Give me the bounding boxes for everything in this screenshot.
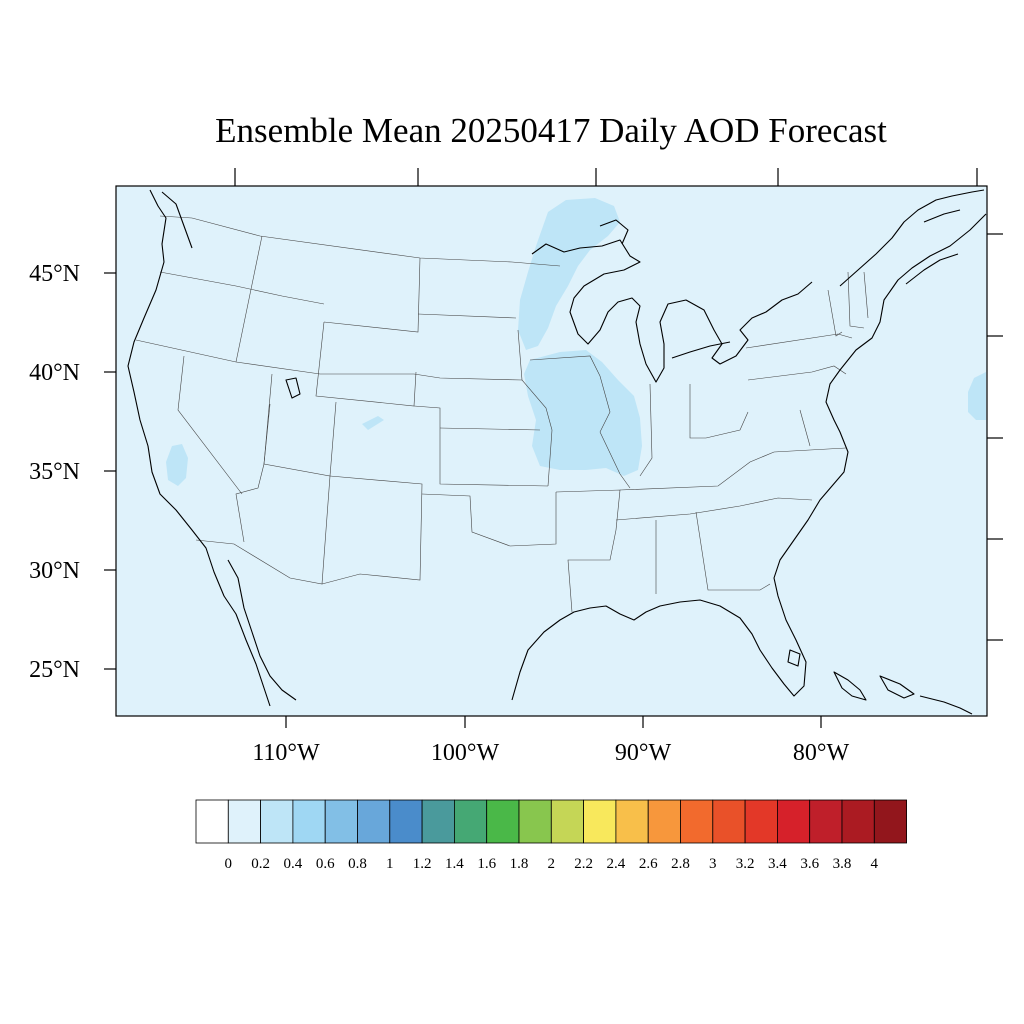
latitude-labels: 45°N 40°N 35°N 30°N 25°N: [29, 261, 80, 683]
aod-region-colorado: [362, 416, 384, 430]
colorbar-swatch: [615, 799, 649, 844]
colorbar-swatch: [195, 799, 229, 844]
colorbar-label: 2: [548, 856, 556, 872]
colorbar-swatch: [712, 799, 746, 844]
lon-label: 100°W: [431, 740, 500, 766]
colorbar-swatch: [389, 799, 423, 844]
coastlines: [127, 189, 987, 715]
aod-region-mississippi-valley: [524, 350, 642, 476]
colorbar-swatch: [809, 799, 843, 844]
colorbar-label: 1: [386, 856, 394, 872]
colorbar-swatch: [744, 799, 778, 844]
lon-label: 80°W: [793, 740, 850, 766]
colorbar-label: 1.4: [445, 856, 464, 872]
colorbar-label: 2.4: [607, 856, 626, 872]
lat-label: 40°N: [29, 360, 80, 386]
map-frame: [115, 185, 988, 717]
colorbar-swatch: [486, 799, 520, 844]
colorbar-label: 3.2: [736, 856, 755, 872]
colorbar-label: 1.6: [477, 856, 496, 872]
state-boundaries: [135, 215, 869, 613]
colorbar-label: 1.2: [413, 856, 432, 872]
aod-region-atlantic: [968, 372, 986, 420]
lon-label: 90°W: [615, 740, 672, 766]
colorbar-swatch: [777, 799, 811, 844]
lon-label: 110°W: [252, 740, 320, 766]
colorbar-label: 0: [225, 856, 233, 872]
lat-label: 35°N: [29, 459, 80, 485]
colorbar-swatch: [453, 799, 488, 844]
colorbar-label: 3.6: [800, 856, 819, 872]
colorbar-swatch: [680, 799, 714, 844]
colorbar-label: 2.6: [639, 856, 658, 872]
map-title: Ensemble Mean 20250417 Daily AOD Forecas…: [215, 111, 887, 150]
colorbar-swatch: [647, 799, 681, 844]
aod-region-lake-superior: [518, 198, 620, 350]
longitude-labels: 110°W 100°W 90°W 80°W: [252, 740, 849, 766]
colorbar-swatch: [357, 799, 391, 844]
colorbar-label: 0.2: [251, 856, 270, 872]
colorbar-label: 2.2: [574, 856, 593, 872]
colorbar-swatch: [292, 799, 326, 844]
colorbar-swatch: [841, 799, 875, 844]
colorbar-swatch: [583, 799, 617, 844]
colorbar-label: 3.8: [833, 856, 852, 872]
colorbar-swatch: [324, 799, 358, 844]
colorbar-swatch: [518, 799, 552, 844]
colorbar-swatch: [550, 799, 584, 844]
colorbar-swatch: [260, 799, 294, 844]
map-ticks: [104, 168, 1003, 728]
colorbar-swatch: [873, 799, 907, 844]
lat-label: 45°N: [29, 261, 80, 287]
colorbar: 0 0.2 0.4 0.6 0.8 1 1.2 1.4 1.6 1.8 2 2.2 2.4 2.6 2.8 3…: [195, 799, 907, 872]
colorbar-label: 4: [871, 856, 879, 872]
colorbar-swatch: [421, 799, 455, 844]
colorbar-label: 0.8: [348, 856, 367, 872]
colorbar-label: 3: [709, 856, 717, 872]
lat-label: 25°N: [29, 657, 80, 683]
map-panel: 45°N 40°N 35°N 30°N 25°N 110°W 100°W 90°…: [29, 168, 1003, 766]
aod-shading: [166, 198, 986, 486]
colorbar-label: 3.4: [768, 856, 787, 872]
colorbar-label: 1.8: [510, 856, 529, 872]
aod-region-nevada: [166, 444, 188, 486]
lat-label: 30°N: [29, 558, 80, 584]
colorbar-label: 0.6: [316, 856, 335, 872]
colorbar-label: 2.8: [671, 856, 690, 872]
colorbar-swatch: [227, 799, 262, 844]
colorbar-label: 0.4: [284, 856, 303, 872]
